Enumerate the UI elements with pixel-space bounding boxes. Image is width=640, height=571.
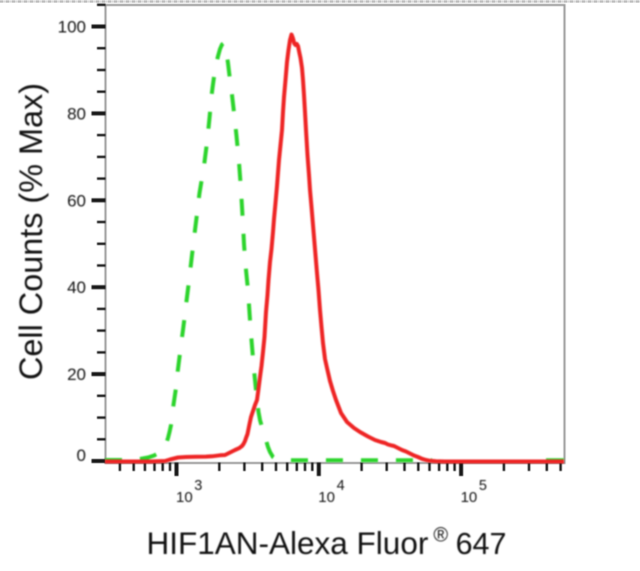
svg-text:HIF1AN-Alexa Fluor®647: HIF1AN-Alexa Fluor ® 647 [147, 525, 507, 562]
svg-text:3: 3 [194, 478, 202, 494]
svg-text:10: 10 [461, 489, 478, 506]
svg-text:5: 5 [479, 478, 487, 494]
svg-text:Cell Counts (% Max): Cell Counts (% Max) [13, 83, 49, 380]
svg-text:20: 20 [67, 365, 86, 384]
svg-text:4: 4 [337, 478, 345, 494]
svg-text:10: 10 [318, 489, 335, 506]
svg-text:40: 40 [67, 278, 86, 297]
svg-text:80: 80 [67, 104, 86, 123]
svg-text:100: 100 [58, 18, 86, 37]
svg-text:10: 10 [176, 489, 193, 506]
svg-text:60: 60 [67, 191, 86, 210]
svg-text:0: 0 [77, 446, 86, 465]
